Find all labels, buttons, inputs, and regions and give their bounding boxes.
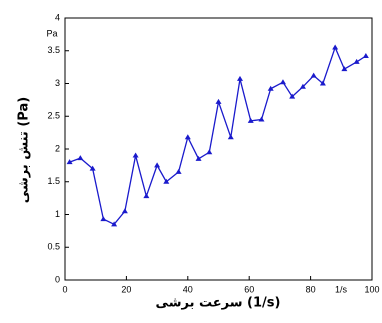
point-marker — [89, 165, 96, 171]
series-line — [69, 45, 367, 226]
y-tick-label: 3.5 — [47, 45, 60, 55]
point-marker — [100, 216, 107, 222]
y-tick-label: 0 — [55, 274, 60, 284]
y-tick-label: 4 — [55, 12, 60, 22]
point-marker — [195, 155, 202, 161]
plot-frame — [64, 17, 373, 281]
point-marker — [319, 80, 326, 86]
y-tick-label: 1.5 — [47, 176, 60, 186]
x-tick-label: 100 — [364, 284, 379, 294]
point-marker — [215, 98, 222, 104]
x-unit-annotation: 1/s — [335, 284, 348, 294]
point-marker — [227, 134, 234, 140]
point-marker — [299, 83, 306, 89]
point-marker — [154, 162, 161, 168]
y-tick-label: 2.5 — [47, 111, 60, 121]
point-marker — [66, 159, 73, 165]
x-tick-label: 80 — [306, 284, 316, 294]
y-tick-label: 1 — [55, 209, 60, 219]
point-marker — [175, 168, 182, 174]
point-marker — [206, 149, 213, 155]
point-marker — [279, 79, 286, 85]
point-marker — [289, 93, 296, 99]
point-marker — [77, 155, 84, 161]
point-marker — [267, 85, 274, 91]
point-marker — [341, 66, 348, 72]
point-marker — [362, 52, 369, 58]
point-marker — [121, 208, 128, 214]
point-marker — [258, 116, 265, 122]
y-tick-label: 2 — [55, 143, 60, 153]
point-marker — [163, 178, 170, 184]
point-marker — [236, 75, 243, 81]
y-axis-title: تنش برشی (Pa) — [17, 97, 32, 203]
y-tick-label: 3 — [55, 78, 60, 88]
point-marker — [111, 221, 118, 227]
point-marker — [143, 193, 150, 199]
point-marker — [353, 58, 360, 64]
point-marker — [247, 117, 254, 123]
x-tick-label: 40 — [183, 284, 193, 294]
point-marker — [184, 134, 191, 140]
y-tick-label: 0.5 — [47, 242, 60, 252]
x-tick-label: 20 — [121, 284, 131, 294]
y-unit-annotation: Pa — [46, 28, 57, 38]
x-tick-label: 0 — [62, 284, 67, 294]
x-tick-label: 60 — [244, 284, 254, 294]
point-marker — [132, 152, 139, 158]
point-marker — [332, 44, 339, 50]
x-axis-title: سرعت برشی (1/s) — [156, 296, 281, 311]
point-marker — [310, 72, 317, 78]
